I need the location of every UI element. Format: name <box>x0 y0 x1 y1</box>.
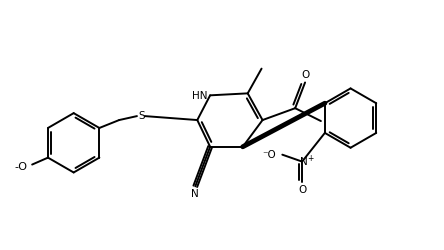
Text: -O: -O <box>14 162 27 172</box>
Text: S: S <box>139 111 145 121</box>
Text: O: O <box>301 70 309 80</box>
Text: HN: HN <box>193 91 208 101</box>
Text: +: + <box>307 154 313 163</box>
Text: N: N <box>191 189 199 199</box>
Text: ⁻O: ⁻O <box>263 150 276 160</box>
Text: O: O <box>298 185 306 195</box>
Text: N: N <box>300 156 308 166</box>
